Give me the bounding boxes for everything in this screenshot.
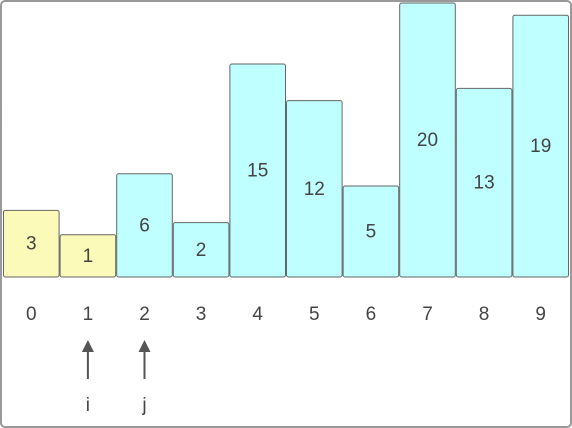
bar xyxy=(512,14,570,278)
index-label: 7 xyxy=(422,304,433,325)
pointer-arrowhead xyxy=(138,340,151,352)
bar xyxy=(399,2,456,278)
index-label: 1 xyxy=(83,304,94,325)
bar xyxy=(342,185,400,278)
bar-value: 1 xyxy=(83,246,94,267)
index-label: 5 xyxy=(309,304,320,325)
bar xyxy=(455,87,513,278)
bar-value: 2 xyxy=(196,240,207,261)
bar-value: 12 xyxy=(304,179,325,200)
bar-value: 15 xyxy=(247,161,268,182)
bar xyxy=(59,234,117,278)
bar-value: 13 xyxy=(474,173,495,194)
index-label: 9 xyxy=(535,304,546,325)
index-label: 2 xyxy=(139,304,150,325)
bar-value: 6 xyxy=(139,215,150,236)
bar xyxy=(3,209,60,278)
pointer-arrowhead xyxy=(81,340,94,352)
index-label: 6 xyxy=(366,304,377,325)
index-label: 8 xyxy=(479,304,490,325)
bar-value: 3 xyxy=(26,234,37,255)
index-label: 4 xyxy=(252,304,263,325)
bar xyxy=(286,100,343,278)
pointer-label: j xyxy=(141,395,146,416)
bar-value: 20 xyxy=(417,130,438,151)
index-label: 0 xyxy=(26,304,37,325)
bar xyxy=(172,222,230,278)
bar-value: 19 xyxy=(530,136,551,157)
bar-value: 5 xyxy=(366,222,377,243)
bar xyxy=(229,63,286,278)
bar xyxy=(116,173,173,278)
pointer-label: i xyxy=(86,395,90,416)
index-label: 3 xyxy=(196,304,207,325)
